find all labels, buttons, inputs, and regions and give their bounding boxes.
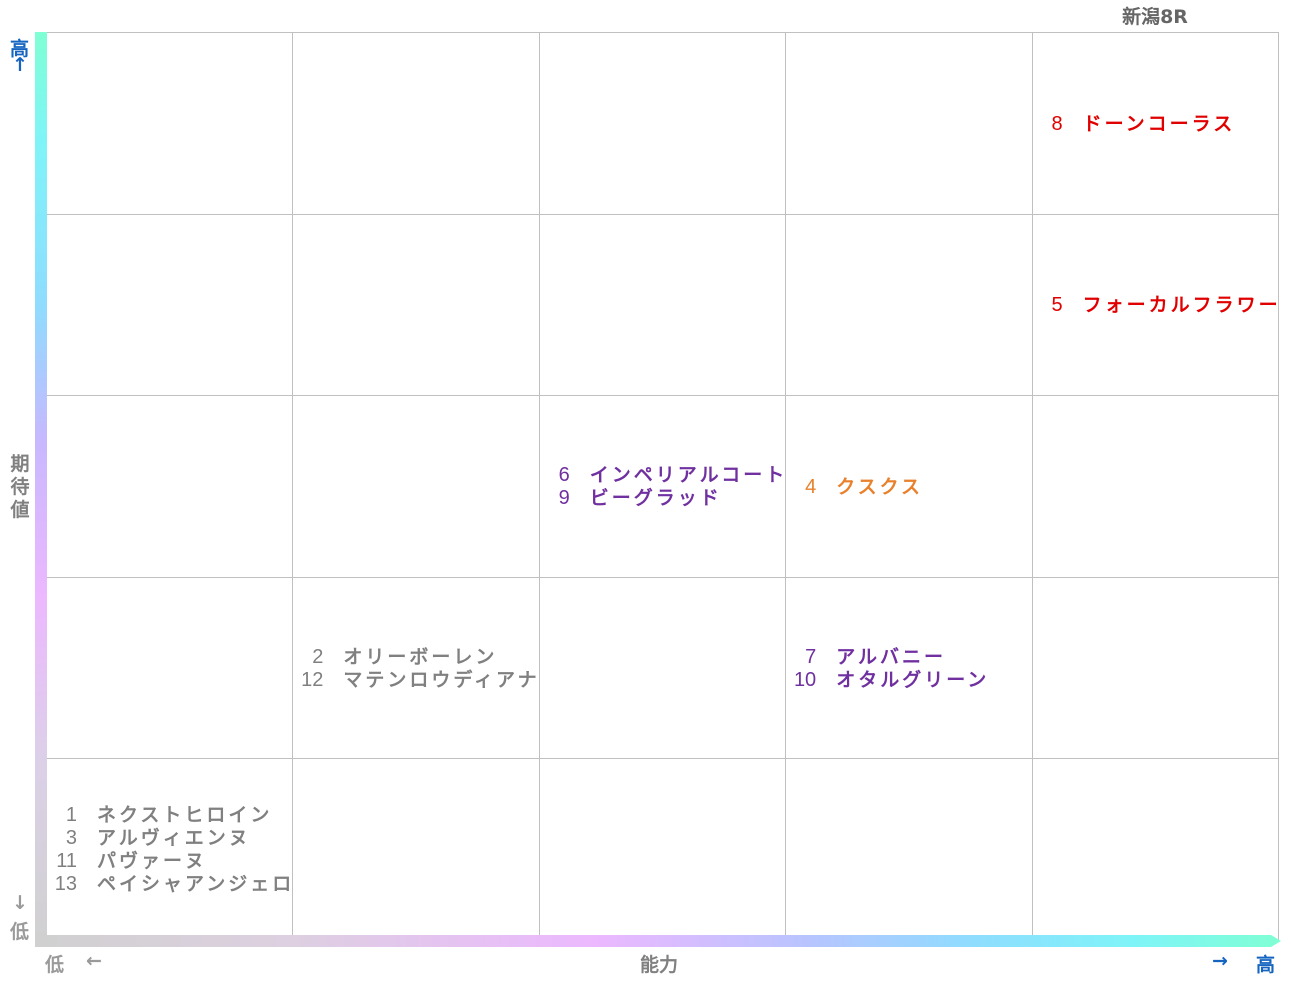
horse-number: 3	[65, 827, 77, 850]
horse-entry: 6 インペリアルコート	[544, 464, 791, 487]
horse-entry: 12 マテンロウディアナ	[297, 669, 544, 692]
horse-entry: 2 オリーボーレン	[297, 646, 544, 669]
horse-name: フォーカルフラワー	[1082, 294, 1281, 317]
grid-vline	[785, 33, 787, 940]
horse-number: 8	[1051, 112, 1063, 135]
grid-vline	[538, 33, 540, 940]
horse-name: ペイシャアンジェロ	[97, 873, 295, 896]
grid-cell: 4 クスクス	[790, 396, 1037, 578]
horse-number: 4	[805, 475, 817, 498]
arrow-down-icon: ↓	[12, 892, 28, 914]
horse-name: マテンロウディアナ	[343, 668, 540, 691]
horse-number: 6	[558, 464, 570, 487]
grid-hline	[47, 758, 1278, 760]
horse-entry: 5 フォーカルフラワー	[1037, 294, 1284, 317]
horse-name: クスクス	[836, 475, 924, 498]
horse-number: 9	[558, 487, 570, 510]
grid-vline	[292, 33, 294, 940]
arrow-left-icon: ←	[86, 950, 102, 972]
grid-cell: 2 オリーボーレン 12 マテンロウディアナ	[297, 578, 544, 760]
horse-name: インペリアルコート	[589, 464, 788, 487]
grid-cell: 5 フォーカルフラワー	[1037, 215, 1284, 397]
x-high-label: 高	[1256, 954, 1276, 976]
x-axis-label: 能力	[640, 954, 679, 976]
arrow-up-icon: ↑	[12, 54, 28, 76]
horse-entry: 7 アルバニー	[790, 646, 1037, 669]
grid-hline	[47, 395, 1278, 397]
race-title: 新潟8R	[1122, 6, 1188, 28]
y-axis-label: 期待値	[8, 453, 32, 522]
y-axis-label-text: 期待値	[10, 453, 30, 521]
grid-hline	[47, 576, 1278, 578]
horse-entry: 1 ネクストヒロイン	[51, 804, 298, 827]
horse-entry: 13 ペイシャアンジェロ	[51, 873, 298, 896]
grid-cell: 1 ネクストヒロイン 3 アルヴィエンヌ 11 パヴァーヌ 13 ペイシャアンジェロ	[51, 759, 298, 941]
y-high-label: 高	[10, 38, 30, 60]
horse-number: 2	[312, 645, 324, 668]
horse-entry: 4 クスクス	[790, 476, 1037, 499]
horse-number: 7	[805, 645, 817, 668]
horse-name: ビーグラッド	[589, 487, 722, 510]
horse-entry: 11 パヴァーヌ	[51, 850, 298, 873]
grid-hline	[47, 213, 1278, 215]
horse-number: 1	[65, 804, 77, 827]
y-axis-bar	[35, 32, 47, 942]
y-low-label: 低	[10, 921, 30, 943]
x-low-label: 低	[45, 954, 65, 976]
horse-number: 11	[56, 850, 77, 873]
grid: 8 ドーンコーラス 5 フォーカルフラワー 6 インペリアルコート 9 ビーグラッド 4 クスクス…	[47, 32, 1279, 940]
horse-name: ネクストヒロイン	[97, 804, 273, 827]
horse-number: 10	[793, 668, 817, 691]
horse-entry: 10 オタルグリーン	[790, 669, 1037, 692]
horse-name: アルバニー	[836, 645, 946, 668]
horse-entry: 9 ビーグラッド	[544, 487, 791, 510]
horse-number: 5	[1051, 294, 1063, 317]
x-axis-bar	[35, 935, 1281, 947]
grid-cell: 8 ドーンコーラス	[1037, 33, 1284, 215]
grid-vline	[1031, 33, 1033, 940]
horse-entry: 3 アルヴィエンヌ	[51, 827, 298, 850]
horse-entry: 8 ドーンコーラス	[1037, 113, 1284, 136]
arrow-right-icon: →	[1212, 950, 1228, 972]
horse-number: 13	[54, 873, 77, 896]
horse-number: 12	[301, 668, 324, 691]
grid-cell: 7 アルバニー 10 オタルグリーン	[790, 578, 1037, 760]
grid-cell: 6 インペリアルコート 9 ビーグラッド	[544, 396, 791, 578]
horse-name: ドーンコーラス	[1082, 112, 1236, 135]
horse-name: オタルグリーン	[836, 668, 990, 691]
horse-name: パヴァーヌ	[97, 850, 208, 873]
horse-name: オリーボーレン	[343, 645, 498, 668]
horse-name: アルヴィエンヌ	[97, 827, 251, 850]
